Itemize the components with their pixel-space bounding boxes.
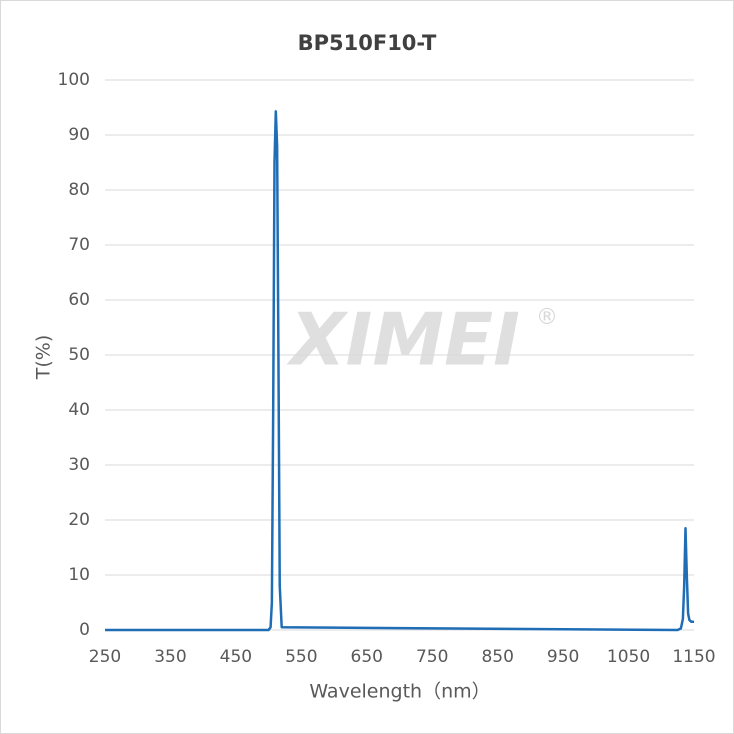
x-axis-label: Wavelength（nm） (309, 681, 490, 703)
x-tick-label: 450 (220, 647, 252, 667)
x-tick-label: 350 (154, 647, 186, 667)
watermark: XIMEI (286, 298, 520, 382)
y-tick-label: 70 (68, 235, 90, 255)
y-tick-label: 0 (79, 620, 90, 640)
x-tick-label: 850 (481, 647, 513, 667)
y-tick-label: 80 (68, 180, 90, 200)
chart-title: BP510F10-T (298, 31, 437, 55)
y-tick-label: 100 (58, 70, 90, 90)
x-tick-label: 750 (416, 647, 448, 667)
y-tick-label: 90 (68, 125, 90, 145)
data-line (105, 110, 694, 632)
y-tick-label: 10 (68, 565, 90, 585)
x-tick-label: 550 (285, 647, 317, 667)
y-tick-label: 30 (68, 455, 90, 475)
y-tick-label: 20 (68, 510, 90, 530)
x-tick-label: 1050 (607, 647, 650, 667)
y-axis-label: T(%) (33, 335, 55, 381)
x-tick-label: 950 (547, 647, 579, 667)
x-tick-label: 650 (351, 647, 383, 667)
x-tick-label: 1150 (672, 647, 715, 667)
y-tick-label: 60 (68, 290, 90, 310)
watermark-symbol: ® (536, 305, 558, 330)
x-tick-label: 250 (89, 647, 121, 667)
y-tick-label: 40 (68, 400, 90, 420)
y-tick-label: 50 (68, 345, 90, 365)
